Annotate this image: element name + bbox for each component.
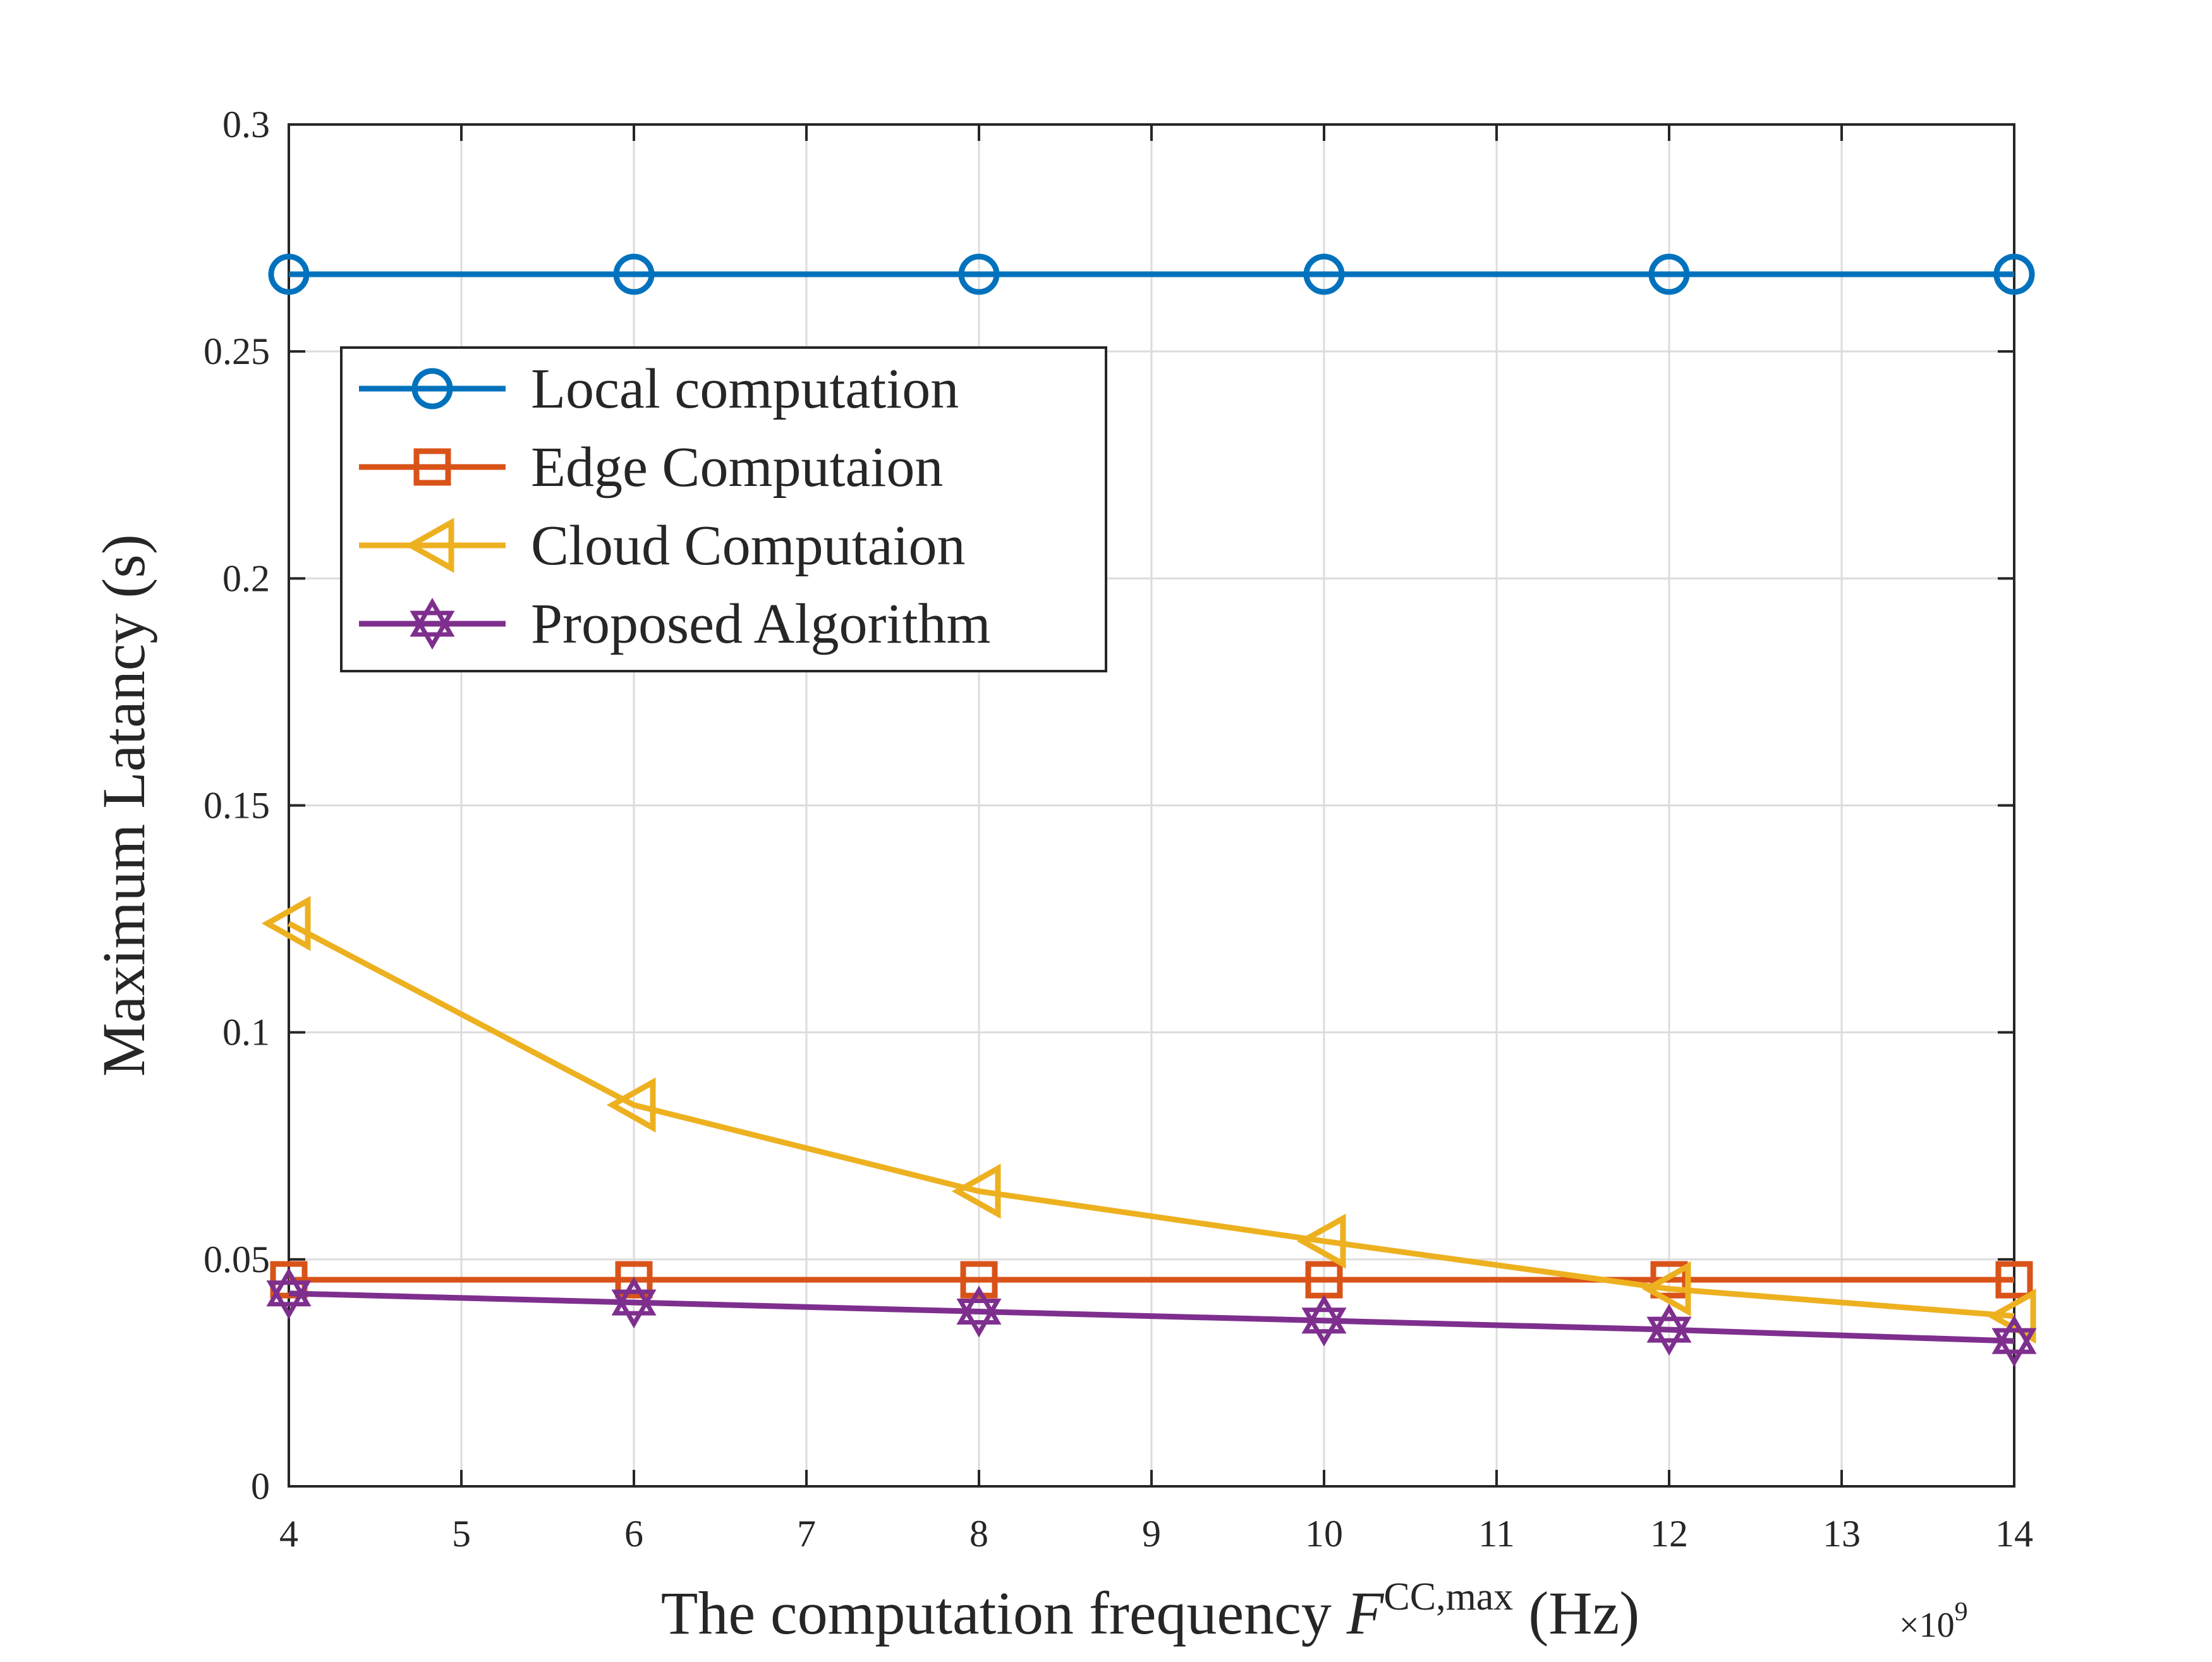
series-4-point-2 bbox=[956, 1285, 1002, 1338]
y-tick-label-4: 0.2 bbox=[222, 557, 270, 599]
x-tick-label-5: 9 bbox=[1142, 1513, 1161, 1555]
y-tick-label-6: 0.3 bbox=[222, 104, 270, 145]
series-3-point-1 bbox=[606, 1077, 656, 1133]
x-tick-label-3: 7 bbox=[797, 1513, 816, 1555]
x-tick-label-4: 8 bbox=[969, 1513, 988, 1555]
y-tick-label-2: 0.1 bbox=[222, 1012, 270, 1053]
series-2-point-4 bbox=[1650, 1261, 1688, 1299]
y-tick-label-0: 0 bbox=[251, 1465, 270, 1507]
legend-box bbox=[340, 346, 1107, 672]
y-tick-label-3: 0.15 bbox=[204, 785, 270, 827]
x-tick-label-8: 12 bbox=[1650, 1513, 1688, 1555]
series-2-point-2 bbox=[960, 1261, 998, 1299]
x-axis-label-sup: CC,max bbox=[1383, 1575, 1513, 1618]
series-4-point-4-tri-up bbox=[1646, 1304, 1692, 1343]
legend-label-4: Proposed Algorithm bbox=[531, 593, 991, 655]
legend-marker-2 bbox=[413, 448, 451, 486]
series-4-point-0-tri-up bbox=[266, 1267, 312, 1307]
series-4-point-1 bbox=[611, 1277, 657, 1329]
series-3-point-4 bbox=[1641, 1261, 1691, 1317]
series-4-line bbox=[288, 1290, 2015, 1344]
series-3-line bbox=[287, 921, 2015, 1319]
series-1-point-3 bbox=[1303, 253, 1345, 295]
legend-item-4: Proposed Algorithm bbox=[359, 593, 991, 655]
series-3-point-0 bbox=[261, 895, 311, 951]
legend-item-3: Cloud Computaion bbox=[359, 514, 966, 577]
x-tick-label-1: 5 bbox=[452, 1513, 471, 1555]
x-axis-exponent-power: 9 bbox=[1955, 1598, 1968, 1627]
legend-marker-4-tri-up bbox=[410, 598, 455, 637]
series-1-point-2 bbox=[958, 253, 1000, 295]
x-axis-label: The computation frequency FCC,max (Hz) bbox=[661, 1575, 1639, 1647]
series-4-point-5-tri-down bbox=[1991, 1328, 2037, 1368]
legend-marker-3 bbox=[404, 518, 454, 573]
legend-marker-4-tri-down bbox=[410, 610, 455, 650]
x-axis-exponent: ×109 bbox=[1899, 1598, 1968, 1645]
legend-label-3: Cloud Computaion bbox=[531, 514, 966, 577]
y-tick-label-5: 0.25 bbox=[204, 331, 270, 372]
series-4-point-4-tri-down bbox=[1646, 1316, 1692, 1356]
series-4-point-2-tri-up bbox=[956, 1285, 1002, 1325]
series-4-point-1-tri-up bbox=[611, 1277, 657, 1316]
series-3-point-5 bbox=[1986, 1288, 2036, 1344]
series-4-point-3-tri-up bbox=[1301, 1294, 1347, 1334]
x-tick-label-10: 14 bbox=[1995, 1513, 2033, 1555]
series-4-point-1-tri-down bbox=[611, 1289, 657, 1329]
series-4-point-3-tri-down bbox=[1301, 1307, 1347, 1347]
x-tick-label-6: 10 bbox=[1305, 1513, 1343, 1555]
legend-label-1: Local computation bbox=[531, 358, 959, 420]
x-axis-label-var: F bbox=[1346, 1579, 1385, 1647]
series-2 bbox=[270, 1261, 2033, 1299]
series-4-point-5-tri-up bbox=[1991, 1315, 2037, 1354]
series-1 bbox=[268, 253, 2035, 295]
legend-label-2: Edge Computaion bbox=[531, 436, 943, 499]
series-2-point-1 bbox=[615, 1261, 653, 1299]
series-3-point-3 bbox=[1296, 1213, 1346, 1269]
series-4 bbox=[266, 1267, 2037, 1368]
series-1-point-5 bbox=[1993, 253, 2035, 295]
series-4-point-0-tri-down bbox=[266, 1280, 312, 1319]
legend-item-1: Local computation bbox=[359, 358, 959, 420]
series-3 bbox=[261, 895, 2036, 1344]
x-axis-exponent-base: ×10 bbox=[1899, 1606, 1955, 1645]
legend-marker-1 bbox=[411, 368, 453, 409]
x-axis-label-suffix: (Hz) bbox=[1513, 1579, 1639, 1647]
legend-marker-4 bbox=[410, 598, 455, 650]
series-4-point-4 bbox=[1646, 1304, 1692, 1356]
legend-item-2: Edge Computaion bbox=[359, 436, 943, 499]
x-axis-label-prefix: The computation frequency bbox=[661, 1579, 1347, 1647]
y-axis-label: Maximum Latancy (s) bbox=[90, 534, 157, 1076]
axes: 4 5 6 7 8 9 10 11 12 13 14 0 0.05 0.1 0.15 0.2 0.25 0.3 bbox=[204, 104, 2033, 1555]
legend: Local computation Edge Computaion Cloud Co… bbox=[340, 346, 1107, 672]
series-4-point-2-tri-down bbox=[956, 1298, 1002, 1338]
series-1-point-4 bbox=[1648, 253, 1690, 295]
x-tick-label-2: 6 bbox=[624, 1513, 643, 1555]
series-4-point-5 bbox=[1991, 1315, 2037, 1368]
axis-labels: Maximum Latancy (s) The computation freq… bbox=[90, 534, 1968, 1647]
series-1-point-0 bbox=[268, 253, 310, 295]
series-3-point-2 bbox=[951, 1163, 1001, 1219]
x-tick-label-9: 13 bbox=[1823, 1513, 1861, 1555]
series-1-point-1 bbox=[613, 253, 655, 295]
series-2-point-5 bbox=[1995, 1261, 2033, 1299]
series-4-point-0 bbox=[266, 1267, 312, 1319]
series-group bbox=[261, 253, 2037, 1368]
x-tick-label-0: 4 bbox=[279, 1513, 298, 1555]
series-4-point-3 bbox=[1301, 1294, 1347, 1347]
y-tick-label-1: 0.05 bbox=[204, 1239, 270, 1280]
x-tick-label-7: 11 bbox=[1478, 1513, 1515, 1555]
